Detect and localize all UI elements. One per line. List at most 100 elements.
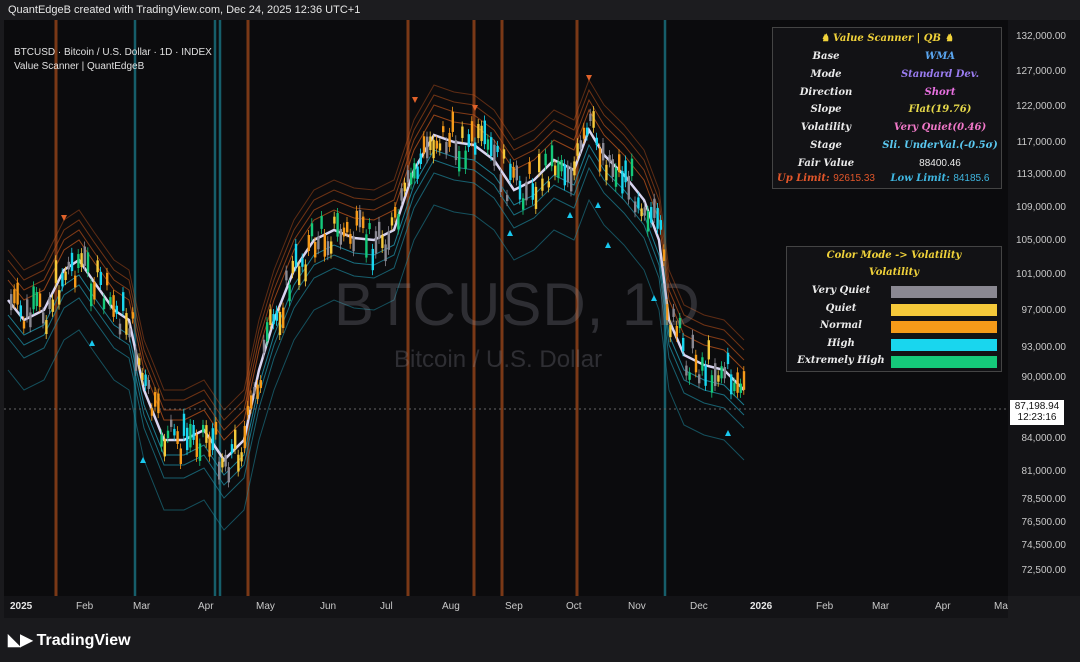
tradingview-logo[interactable]: ◣▶ TradingView: [8, 630, 131, 650]
lower-band: [7, 198, 745, 531]
candle-body: [560, 159, 563, 172]
candle-body: [573, 161, 576, 176]
candle-body: [266, 322, 269, 342]
candle-body: [685, 365, 688, 376]
price-chart[interactable]: [4, 20, 1008, 596]
candle-body: [326, 241, 330, 256]
candle-body: [48, 297, 51, 310]
price-tick: 105,000.00: [1015, 235, 1066, 246]
candle-body: [387, 231, 390, 250]
candle-body: [656, 208, 659, 229]
candle-body: [627, 175, 630, 200]
time-tick: Apr: [198, 601, 214, 612]
candle-body: [528, 162, 531, 174]
candle-body: [42, 312, 45, 324]
time-tick: Oct: [566, 601, 582, 612]
candle-body: [707, 340, 710, 360]
candle-body: [154, 392, 157, 407]
candle-body: [678, 317, 682, 329]
candle-body: [358, 210, 362, 228]
candle-body: [381, 235, 384, 248]
candle-body: [541, 178, 544, 191]
time-tick: Sep: [505, 601, 523, 612]
candle-body: [688, 372, 691, 380]
candle-body: [147, 379, 150, 389]
candle-body: [342, 227, 346, 237]
candle-body: [198, 443, 202, 461]
name-watermark: Bitcoin / U.S. Dollar: [394, 346, 603, 373]
candle-body: [269, 309, 272, 325]
time-tick: Jul: [380, 601, 393, 612]
candle-body: [394, 206, 397, 218]
candle-body: [282, 307, 285, 329]
candle-body: [176, 431, 179, 444]
candle-body: [480, 125, 483, 142]
scanner-value: Flat(19.76): [908, 104, 972, 116]
candle-body: [723, 367, 726, 379]
candle-body: [61, 273, 64, 287]
candle-body: [195, 434, 198, 457]
candle-body: [554, 165, 557, 176]
candle-body: [410, 172, 413, 185]
candle-body: [518, 180, 522, 200]
candle-body: [675, 325, 678, 337]
scanner-value: 88400.46: [919, 157, 961, 169]
candle-body: [419, 153, 422, 165]
candle-body: [256, 384, 259, 399]
candle-body: [192, 424, 195, 440]
candle-body: [637, 197, 640, 209]
price-tick: 122,000.00: [1015, 101, 1066, 112]
chart-legend: BTCUSD · Bitcoin / U.S. Dollar · 1D · IN…: [14, 46, 212, 74]
candle-body: [432, 139, 435, 159]
candle-body: [653, 198, 656, 218]
scanner-row: Volatility Very Quiet(0.46): [773, 119, 1001, 137]
candle-body: [234, 429, 237, 449]
candle-body: [240, 452, 243, 462]
candle-body: [467, 134, 470, 148]
scanner-key: Volatility: [800, 122, 852, 134]
scanner-row: Mode Standard Dev.: [773, 66, 1001, 84]
indicator-legend[interactable]: Value Scanner | QuantEdgeB: [14, 61, 145, 72]
candle-body: [576, 143, 579, 156]
candle-body: [339, 228, 342, 245]
candle-body: [509, 163, 512, 180]
time-tick: 2026: [750, 601, 773, 612]
candle-body: [704, 365, 707, 386]
candle-body: [669, 324, 672, 338]
candle-body: [150, 408, 154, 416]
candle-body: [659, 220, 662, 230]
time-tick: Nov: [628, 601, 646, 612]
candle-body: [99, 271, 102, 285]
candle-body: [662, 249, 666, 261]
time-tick: Aug: [442, 601, 460, 612]
volatility-color-swatch: [891, 286, 997, 298]
volatility-level-label: Extremely High: [797, 355, 885, 367]
candle-body: [522, 198, 525, 210]
candle-body: [592, 111, 595, 128]
candle-body: [230, 444, 234, 454]
candle-body: [698, 374, 701, 384]
price-axis[interactable]: 132,000.00 127,000.00 122,000.00 117,000.00…: [1008, 20, 1080, 596]
candle-body: [349, 233, 352, 244]
candle-body: [429, 136, 432, 151]
candle-body: [650, 207, 653, 223]
symbol-legend[interactable]: BTCUSD · Bitcoin / U.S. Dollar · 1D · IN…: [14, 47, 212, 58]
attribution-bar: QuantEdgeB created with TradingView.com,…: [0, 0, 1080, 20]
candle-body: [288, 284, 291, 302]
candle-body: [368, 223, 371, 230]
candle-body: [365, 234, 368, 258]
sell-marker: [586, 75, 592, 81]
scanner-key: Direction: [799, 86, 853, 98]
candle-body: [726, 352, 730, 365]
time-tick: Jun: [320, 601, 337, 612]
time-axis[interactable]: 2025 Feb Mar Apr May Jun Jul Aug Sep Oct Nov Dec 202…: [4, 596, 1008, 618]
candle-body: [582, 127, 586, 139]
candle-body: [294, 243, 298, 267]
candle-body: [291, 260, 294, 274]
buy-marker: [605, 242, 611, 248]
candle-body: [534, 186, 538, 209]
candle-body: [544, 153, 547, 166]
candle-body: [64, 271, 67, 281]
candle-body: [525, 181, 528, 201]
candle-body: [566, 165, 570, 183]
